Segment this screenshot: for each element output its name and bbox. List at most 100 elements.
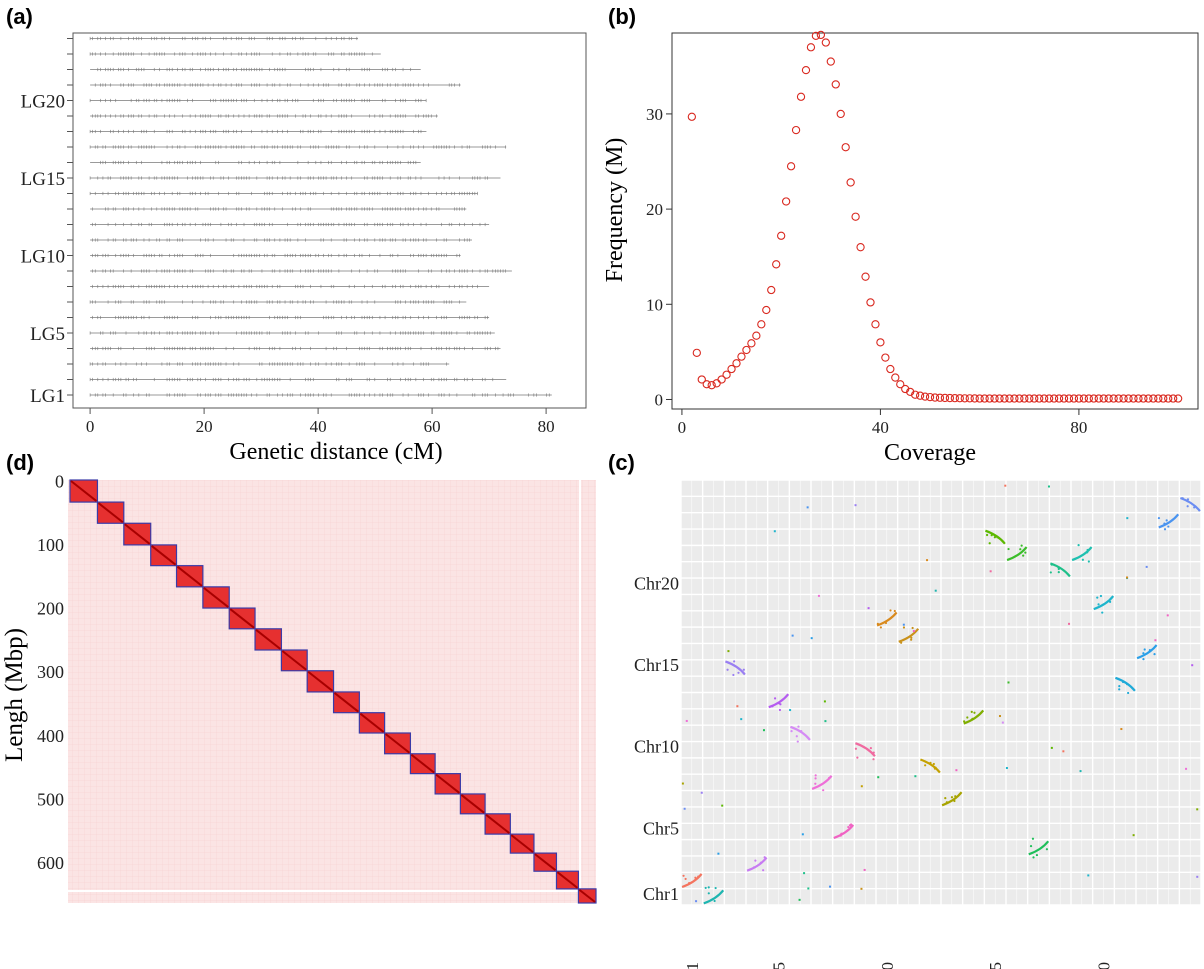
synteny-segment — [1136, 644, 1158, 660]
synteny-segment — [920, 758, 941, 774]
coverage-point — [911, 390, 920, 399]
synteny-dot — [796, 740, 799, 743]
synteny-segment — [725, 660, 746, 676]
noise-dot — [1120, 728, 1123, 731]
synteny-dot — [1186, 505, 1189, 508]
x-tick-label: 0 — [86, 417, 95, 436]
synteny-dot — [1108, 600, 1112, 603]
x-tick-label: LG15 — [986, 962, 1005, 969]
synteny-segment — [681, 873, 703, 889]
coverage-point — [752, 331, 761, 340]
noise-dot — [1166, 614, 1169, 617]
coverage-point — [777, 231, 786, 240]
synteny-dot — [1077, 544, 1080, 547]
synteny-dot — [910, 636, 913, 639]
noise-dot — [1062, 750, 1065, 753]
coverage-point — [1159, 394, 1168, 403]
coverage-point — [846, 178, 855, 187]
panel-b-x-axis: 0 40 80 — [678, 409, 1087, 437]
noise-dot — [1126, 576, 1129, 579]
block-diagonal — [255, 629, 282, 650]
coverage-point — [702, 380, 711, 389]
coverage-point — [806, 43, 816, 52]
noise-dot — [1154, 639, 1157, 642]
coverage-point — [791, 125, 801, 135]
coverage-point — [762, 305, 771, 315]
panel-d-y-title: Lengh (Mbp) — [1, 628, 28, 762]
synteny-dot — [1024, 551, 1027, 554]
synteny-dot — [1142, 658, 1145, 661]
noise-dot — [863, 868, 866, 871]
coverage-point — [1030, 394, 1039, 403]
synteny-dot — [1019, 548, 1022, 551]
synteny-dot — [847, 825, 850, 829]
synteny-dot — [869, 747, 872, 750]
synteny-dot — [1186, 500, 1189, 503]
coverage-point — [1119, 394, 1128, 403]
block-diagonal — [333, 692, 359, 713]
synteny-segment — [876, 611, 898, 627]
coverage-point — [1099, 394, 1108, 403]
synteny-dot — [752, 866, 755, 869]
coverage-point — [841, 143, 850, 152]
noise-dot — [789, 709, 792, 712]
synteny-dot — [971, 717, 974, 720]
synteny-dot — [840, 832, 843, 835]
synteny-dot — [726, 668, 729, 671]
y-tick-label: 0 — [55, 471, 64, 491]
block-diagonal — [534, 853, 557, 871]
coverage-point — [1129, 394, 1138, 403]
synteny-dot — [929, 761, 932, 764]
synteny-dot — [754, 859, 757, 862]
noise-dot — [801, 833, 804, 836]
noise-dot — [1087, 874, 1090, 877]
coverage-point — [697, 375, 706, 384]
synteny-dot — [872, 751, 875, 754]
noise-dot — [860, 785, 863, 788]
synteny-segment — [963, 709, 985, 725]
coverage-point — [737, 352, 746, 361]
y-tick-label: 20 — [646, 200, 663, 219]
coverage-point — [925, 392, 935, 402]
synteny-dot — [1167, 525, 1170, 528]
synteny-dot — [797, 725, 800, 728]
synteny-dot — [1121, 680, 1125, 684]
synteny-dot — [1157, 516, 1161, 520]
synteny-dot — [889, 609, 892, 612]
synteny-segment — [985, 529, 1006, 545]
coverage-point — [1074, 394, 1084, 403]
synteny-segment — [1006, 546, 1028, 562]
synteny-dot — [800, 730, 803, 733]
y-tick-label: 400 — [37, 726, 64, 746]
noise-dot — [1145, 565, 1148, 568]
coverage-point — [1134, 394, 1143, 403]
synteny-dot — [988, 542, 991, 545]
block-diagonal — [485, 814, 510, 834]
coverage-point — [866, 298, 875, 307]
block-diagonal — [460, 794, 485, 814]
coverage-point — [1164, 394, 1173, 403]
synteny-dot — [924, 764, 927, 767]
x-tick-label: 0 — [678, 418, 687, 437]
coverage-point — [732, 359, 741, 368]
coverage-point — [767, 285, 776, 295]
synteny-dot — [771, 705, 774, 708]
coverage-point — [1109, 394, 1118, 403]
synteny-dot — [910, 638, 913, 641]
coverage-point — [781, 197, 791, 206]
noise-dot — [727, 650, 730, 653]
synteny-dot — [814, 774, 817, 777]
synteny-dot — [707, 892, 710, 895]
synteny-segment — [811, 775, 833, 790]
noise-dot — [685, 719, 688, 722]
noise-dot — [791, 634, 794, 637]
coverage-point — [742, 345, 751, 355]
synteny-dot — [1032, 856, 1035, 859]
coverage-point — [990, 394, 999, 403]
panel-a-genetic-map: LG1 LG5 LG10 LG15 LG20 0 20 40 60 80 Genetic dis… — [21, 32, 587, 465]
coverage-point — [940, 393, 950, 403]
coverage-point — [1054, 394, 1064, 403]
synteny-dot — [694, 876, 697, 879]
